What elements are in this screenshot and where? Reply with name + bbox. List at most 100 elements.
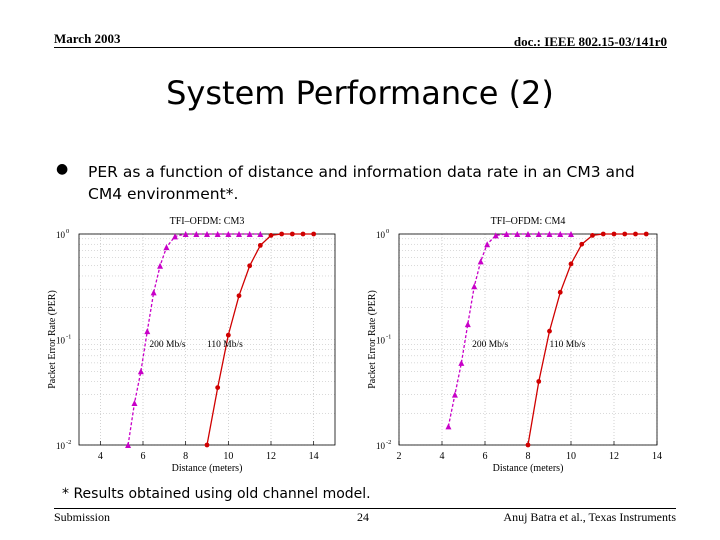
x-tick-label: 14 [309, 451, 319, 462]
y-tick-label: 10 [56, 230, 66, 240]
series-annotation: 200 Mb/s [472, 340, 508, 350]
chart-title: TFI–OFDM: CM3 [170, 216, 245, 227]
data-point [547, 328, 552, 334]
data-point [268, 232, 274, 238]
x-tick-label: 8 [526, 451, 531, 462]
data-point [536, 379, 542, 384]
y-tick-exponent: -2 [66, 439, 71, 446]
x-tick-label: 10 [566, 451, 576, 462]
x-tick-label: 6 [141, 451, 146, 462]
data-point [257, 231, 264, 237]
y-tick-label: 10 [376, 230, 386, 240]
data-point [172, 233, 178, 240]
x-tick-label: 4 [440, 451, 445, 462]
data-point [300, 231, 306, 237]
data-point [451, 391, 458, 398]
data-point [492, 232, 499, 239]
data-point [236, 231, 242, 237]
data-point [525, 231, 531, 237]
data-point [535, 231, 542, 237]
bullet-text: PER as a function of distance and inform… [88, 163, 635, 203]
data-point [643, 231, 649, 237]
footer-author: Anuj Batra et al., Texas Instruments [503, 510, 676, 524]
data-point [204, 231, 210, 237]
x-tick-label: 4 [98, 451, 103, 462]
x-axis-label: Distance (meters) [172, 463, 243, 474]
data-point [445, 423, 452, 430]
data-point [214, 231, 221, 237]
data-point [311, 231, 317, 237]
y-tick-exponent: 0 [66, 228, 69, 235]
data-point [137, 368, 144, 375]
data-point [458, 359, 465, 366]
data-point [163, 244, 170, 251]
x-tick-label: 6 [483, 451, 488, 462]
data-point [144, 328, 151, 335]
data-point [247, 263, 253, 269]
data-point [246, 231, 253, 237]
y-tick-exponent: -1 [386, 334, 391, 341]
data-point [514, 231, 521, 237]
data-point [611, 231, 617, 237]
data-point [182, 231, 189, 237]
data-point [131, 400, 138, 407]
footer-submission: Submission [54, 510, 111, 524]
series-annotation: 110 Mb/s [550, 340, 586, 350]
data-point [525, 442, 531, 448]
y-tick-label: 10 [376, 336, 386, 346]
x-tick-label: 10 [223, 451, 233, 462]
data-point [289, 231, 295, 237]
data-point [236, 293, 242, 299]
series-line [127, 233, 261, 446]
data-point [464, 321, 471, 328]
data-point [568, 261, 574, 267]
data-point [193, 231, 200, 237]
data-point [503, 231, 510, 237]
chart-title: TFI–OFDM: CM4 [491, 216, 566, 227]
data-point [471, 283, 478, 290]
series-line [527, 233, 647, 446]
data-point [568, 231, 574, 237]
data-point [633, 231, 638, 237]
data-point [546, 231, 553, 237]
data-point [600, 231, 606, 237]
y-tick-label: 10 [56, 336, 66, 346]
x-tick-label: 12 [609, 451, 619, 462]
header-rule [54, 47, 667, 48]
data-point [622, 231, 628, 237]
data-point [590, 232, 595, 238]
y-axis-label: Packet Error Rate (PER) [47, 290, 58, 389]
data-point [204, 442, 210, 448]
series-annotation: 200 Mb/s [149, 340, 185, 350]
y-tick-exponent: -1 [66, 334, 71, 341]
series-annotation: 110 Mb/s [207, 340, 243, 350]
x-tick-label: 2 [397, 451, 402, 462]
bullet-icon: ● [56, 161, 69, 177]
y-tick-label: 10 [376, 441, 386, 451]
data-point [150, 289, 157, 296]
footnote: * Results obtained using old channel mod… [62, 486, 371, 502]
header-doc-id: doc.: IEEE 802.15-03/141r0 [513, 34, 667, 49]
data-point [477, 258, 484, 265]
data-point [215, 385, 221, 391]
data-point [557, 289, 563, 295]
series-line [447, 233, 571, 427]
data-point [557, 231, 564, 237]
footer-rule [54, 508, 676, 509]
data-point [579, 241, 585, 247]
data-point [225, 332, 231, 338]
data-point [225, 231, 232, 237]
x-tick-label: 14 [652, 451, 662, 462]
y-axis-label: Packet Error Rate (PER) [367, 290, 378, 389]
y-tick-exponent: 0 [386, 228, 389, 235]
data-point [484, 241, 491, 248]
data-point [157, 262, 164, 269]
slide-title: System Performance (2) [166, 74, 554, 112]
x-tick-label: 8 [183, 451, 188, 462]
y-tick-exponent: -2 [386, 439, 391, 446]
x-tick-label: 12 [266, 451, 276, 462]
data-point [279, 231, 285, 237]
footer-page-number: 24 [357, 510, 369, 524]
